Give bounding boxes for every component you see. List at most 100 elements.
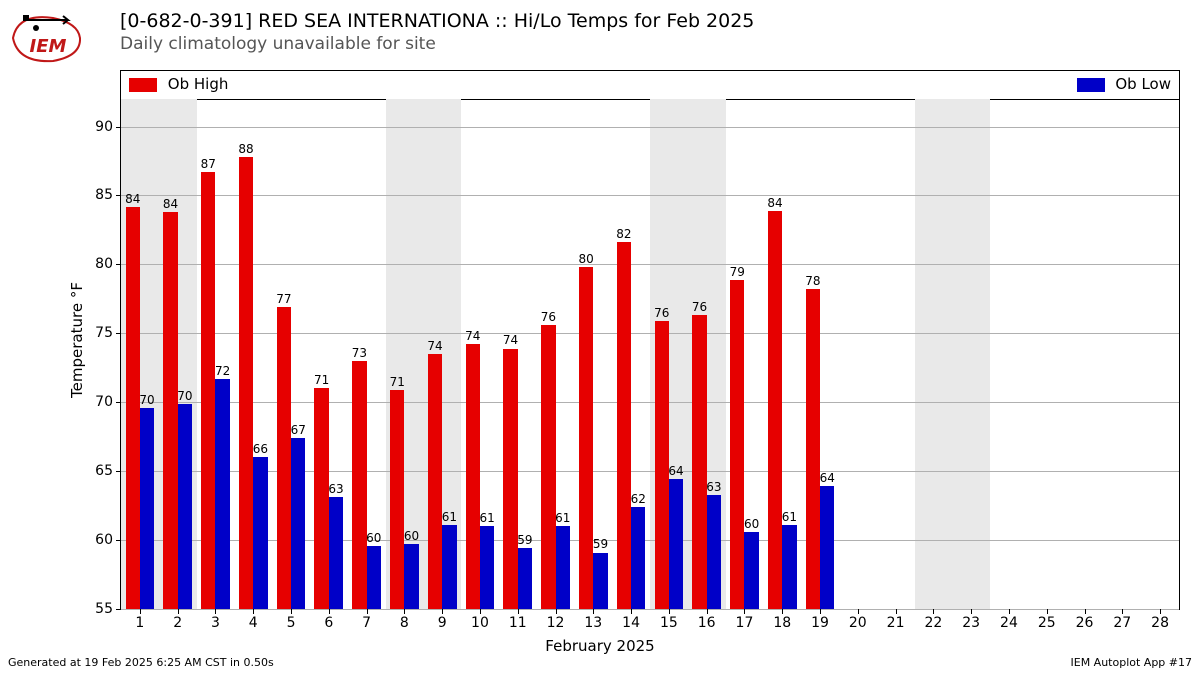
xtick-mark bbox=[1047, 609, 1048, 614]
low-bar bbox=[215, 379, 229, 609]
high-bar-label: 71 bbox=[314, 373, 329, 387]
low-bar-label: 70 bbox=[139, 393, 154, 407]
low-bar bbox=[480, 526, 494, 609]
ytick-mark bbox=[116, 333, 121, 334]
xtick-mark bbox=[1009, 609, 1010, 614]
xtick-mark bbox=[593, 609, 594, 614]
iem-logo: IEM bbox=[8, 8, 88, 68]
low-bar-label: 66 bbox=[253, 442, 268, 456]
ytick-mark bbox=[116, 540, 121, 541]
footer-right: IEM Autoplot App #17 bbox=[1071, 656, 1193, 669]
high-bar bbox=[314, 388, 328, 609]
high-bar bbox=[730, 280, 744, 609]
low-bar bbox=[442, 525, 456, 609]
high-bar-label: 82 bbox=[616, 227, 631, 241]
low-bar bbox=[367, 546, 381, 609]
high-bar-label: 71 bbox=[390, 375, 405, 389]
chart-title: [0-682-0-391] RED SEA INTERNATIONA :: Hi… bbox=[120, 10, 754, 34]
low-bar-label: 59 bbox=[593, 537, 608, 551]
xtick-mark bbox=[140, 609, 141, 614]
xtick-label: 16 bbox=[698, 615, 716, 631]
high-bar bbox=[352, 361, 366, 609]
low-bar-label: 63 bbox=[706, 480, 721, 494]
low-bar bbox=[593, 553, 607, 610]
xtick-mark bbox=[971, 609, 972, 614]
low-bar bbox=[820, 486, 834, 609]
high-bar-label: 74 bbox=[465, 329, 480, 343]
xtick-mark bbox=[669, 609, 670, 614]
xtick-label: 11 bbox=[509, 615, 527, 631]
high-bar-label: 88 bbox=[238, 142, 253, 156]
legend-high-label: Ob High bbox=[168, 75, 229, 93]
x-axis-label: February 2025 bbox=[545, 637, 654, 655]
ytick-label: 75 bbox=[95, 325, 113, 341]
low-bar-label: 67 bbox=[291, 423, 306, 437]
high-bar bbox=[239, 157, 253, 609]
xtick-label: 5 bbox=[287, 615, 296, 631]
high-bar-label: 76 bbox=[541, 310, 556, 324]
xtick-label: 8 bbox=[400, 615, 409, 631]
xtick-mark bbox=[707, 609, 708, 614]
xtick-mark bbox=[744, 609, 745, 614]
xtick-mark bbox=[178, 609, 179, 614]
low-bar-label: 60 bbox=[744, 517, 759, 531]
xtick-label: 10 bbox=[471, 615, 489, 631]
xtick-mark bbox=[442, 609, 443, 614]
high-bar-label: 84 bbox=[125, 192, 140, 206]
low-bar-label: 70 bbox=[177, 389, 192, 403]
xtick-label: 28 bbox=[1151, 615, 1169, 631]
low-bar bbox=[329, 497, 343, 609]
high-bar bbox=[466, 344, 480, 609]
low-bar bbox=[556, 526, 570, 609]
xtick-mark bbox=[556, 609, 557, 614]
legend-low-swatch bbox=[1077, 78, 1105, 92]
low-bar-label: 61 bbox=[555, 511, 570, 525]
xtick-label: 22 bbox=[924, 615, 942, 631]
high-bar bbox=[277, 307, 291, 609]
high-bar-label: 76 bbox=[654, 306, 669, 320]
low-bar-label: 64 bbox=[668, 464, 683, 478]
xtick-mark bbox=[858, 609, 859, 614]
low-bar bbox=[707, 495, 721, 609]
high-bar bbox=[806, 289, 820, 609]
high-bar bbox=[390, 390, 404, 609]
xtick-mark bbox=[518, 609, 519, 614]
ytick-mark bbox=[116, 127, 121, 128]
xtick-label: 18 bbox=[773, 615, 791, 631]
xtick-label: 1 bbox=[135, 615, 144, 631]
xtick-label: 23 bbox=[962, 615, 980, 631]
xtick-label: 19 bbox=[811, 615, 829, 631]
xtick-mark bbox=[367, 609, 368, 614]
high-bar-label: 77 bbox=[276, 292, 291, 306]
low-bar bbox=[140, 408, 154, 609]
plot-area: Ob High Ob Low 5560657075808590123456789… bbox=[120, 70, 1180, 610]
xtick-mark bbox=[820, 609, 821, 614]
xtick-label: 4 bbox=[249, 615, 258, 631]
ytick-label: 65 bbox=[95, 463, 113, 479]
low-bar-label: 62 bbox=[631, 492, 646, 506]
low-bar-label: 59 bbox=[517, 533, 532, 547]
chart-inner: 5560657075808590123456789101112131415161… bbox=[121, 99, 1179, 609]
footer-left: Generated at 19 Feb 2025 6:25 AM CST in … bbox=[8, 656, 274, 669]
high-bar bbox=[541, 325, 555, 609]
ytick-label: 90 bbox=[95, 119, 113, 135]
high-bar bbox=[201, 172, 215, 609]
ytick-label: 55 bbox=[95, 601, 113, 617]
xtick-mark bbox=[404, 609, 405, 614]
xtick-label: 21 bbox=[887, 615, 905, 631]
high-bar bbox=[126, 207, 140, 609]
xtick-label: 7 bbox=[362, 615, 371, 631]
legend-high-swatch bbox=[129, 78, 157, 92]
gridline bbox=[121, 264, 1179, 265]
high-bar-label: 87 bbox=[201, 157, 216, 171]
xtick-label: 2 bbox=[173, 615, 182, 631]
high-bar-label: 76 bbox=[692, 300, 707, 314]
chart-subtitle: Daily climatology unavailable for site bbox=[120, 34, 754, 55]
low-bar bbox=[518, 548, 532, 609]
low-bar-label: 61 bbox=[442, 510, 457, 524]
low-bar-label: 64 bbox=[820, 471, 835, 485]
ytick-label: 60 bbox=[95, 532, 113, 548]
xtick-label: 13 bbox=[584, 615, 602, 631]
high-bar-label: 84 bbox=[163, 197, 178, 211]
xtick-mark bbox=[631, 609, 632, 614]
